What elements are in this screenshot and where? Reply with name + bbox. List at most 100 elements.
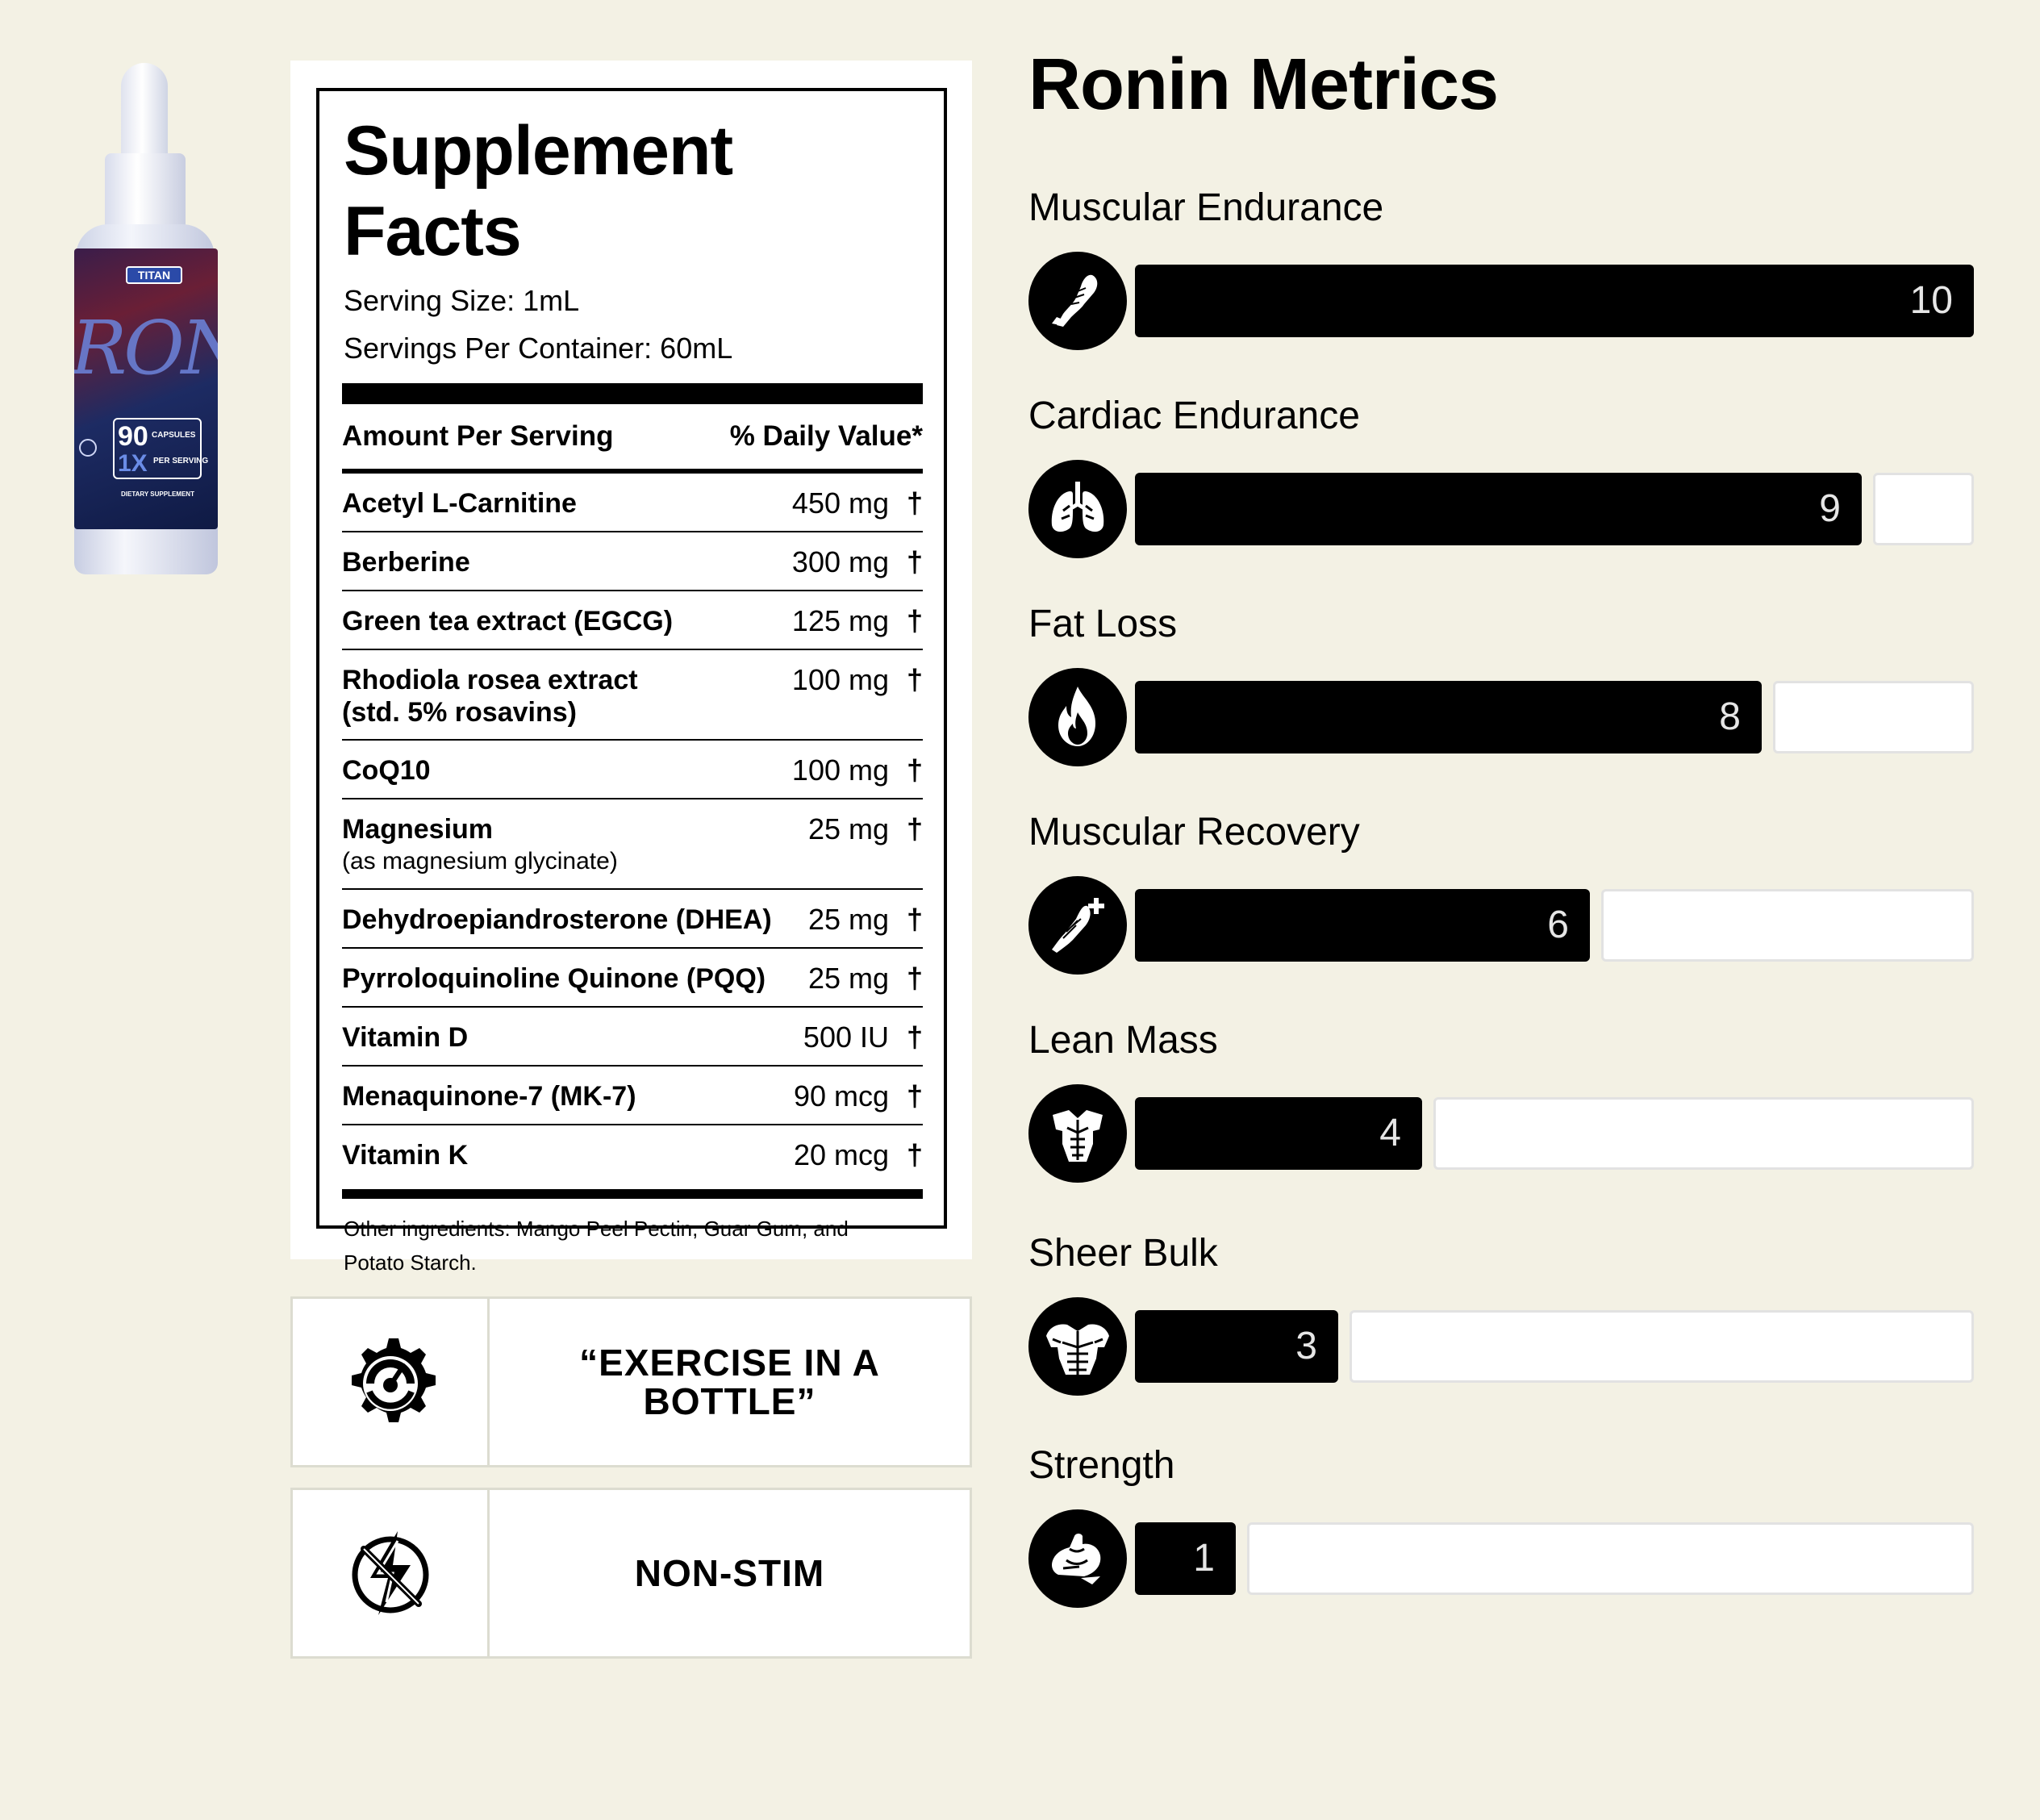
brand-logo: TITAN [126,266,182,284]
metric-cardiac-endurance: Cardiac Endurance 9 [1028,394,1974,558]
supplement-facts-panel: Supplement Facts Serving Size: 1mL Servi… [290,61,972,1275]
metric-label: Lean Mass [1028,1019,1218,1062]
dropper-tip [121,63,168,160]
dagger-mark: † [906,1079,923,1112]
nutrient-row: Vitamin K 20 mcg † [342,1125,923,1184]
nutrient-amount: 300 mg [791,545,889,578]
supplement-type: DIETARY SUPPLEMENT [121,490,194,498]
metric-bar-remaining [1350,1310,1974,1383]
metric-strength: Strength 1 [1028,1443,1974,1608]
metric-bar-track: 9 [1135,473,1974,545]
muscle-plus-icon [1028,876,1127,975]
nutrient-row: Rhodiola rosea extract (std. 5% rosavins… [342,650,923,741]
capsule-count: 90 [118,421,148,452]
nutrient-name: Magnesium [342,814,494,845]
dagger-mark: † [906,663,923,696]
nutrient-name: CoQ10 [342,755,431,786]
amount-per-serving-label: Amount Per Serving [342,420,614,452]
nutrient-amount: 125 mg [791,604,889,637]
metric-label: Cardiac Endurance [1028,394,1360,437]
metric-sheer-bulk: Sheer Bulk 3 [1028,1231,1974,1396]
metric-row: 3 [1028,1297,1974,1396]
nutrient-subtitle: (as magnesium glycinate) [342,848,618,875]
nutrient-name: Vitamin K [342,1140,469,1171]
amount-header: Amount Per Serving % Daily Value* [342,404,923,469]
torso-icon [1028,1084,1127,1183]
metric-bar-track: 3 [1135,1310,1974,1383]
metric-bar-fill: 6 [1135,889,1590,962]
feature-label: NON-STIM [634,1552,825,1594]
metric-fat-loss: Fat Loss 8 [1028,602,1974,766]
nutrient-row: Green tea extract (EGCG) 125 mg † [342,591,923,650]
metric-bar-remaining [1773,681,1974,753]
nutrient-name: Acetyl L-Carnitine [342,488,577,519]
gear-gauge-icon [351,1338,436,1422]
metric-row: 4 [1028,1084,1974,1183]
divider-bottom [342,1189,923,1199]
metric-bar-remaining [1433,1097,1974,1170]
nutrient-row: Vitamin D 500 IU † [342,1008,923,1067]
metric-label: Sheer Bulk [1028,1232,1218,1275]
metric-bar-fill: 3 [1135,1310,1338,1383]
serving-size: Serving Size: 1mL [344,284,580,317]
feature-label: “EXERCISE IN A BOTTLE” [579,1342,880,1422]
supplement-facts-box: Supplement Facts Serving Size: 1mL Servi… [316,88,947,1275]
metric-bar-remaining [1873,473,1974,545]
capsule-label: CAPSULES [152,431,196,440]
divider-medium [342,469,923,474]
dagger-mark: † [906,545,923,578]
metric-bar-track: 10 [1135,265,1974,337]
nutrient-amount: 90 mcg [793,1079,889,1112]
flame-icon [1028,668,1127,766]
nutrient-row: CoQ10 100 mg † [342,741,923,799]
dagger-mark: † [906,604,923,637]
other-ingredients: Other ingredients: Mango Peel Pectin, Gu… [344,1217,849,1275]
bulky-torso-icon [1028,1297,1127,1396]
dagger-mark: † [906,486,923,520]
per-serving-label: PER SERVING [153,457,209,465]
metrics-title: Ronin Metrics [1028,44,1499,125]
dagger-mark: † [906,753,923,787]
nutrient-row: Pyrroloquinoline Quinone (PQQ) 25 mg † [342,949,923,1008]
nutrient-amount: 25 mg [807,903,889,936]
feature-card-exercise: “EXERCISE IN A BOTTLE” [290,1296,972,1467]
nutrient-name: Menaquinone-7 (MK-7) [342,1081,636,1112]
metric-bar-fill: 8 [1135,681,1762,753]
nutrient-amount: 25 mg [807,962,889,995]
nutrient-subtitle: (std. 5% rosavins) [342,697,577,728]
metric-label: Fat Loss [1028,603,1178,645]
lungs-icon [1028,460,1127,558]
metric-muscular-endurance: Muscular Endurance 10 [1028,186,1974,350]
nutrient-name: Berberine [342,547,470,578]
metric-bar-fill: 9 [1135,473,1862,545]
nutrient-amount: 100 mg [791,663,889,696]
running-leg-icon [1028,252,1127,350]
nutrient-amount: 500 IU [803,1021,889,1054]
product-bottle-image: TITAN RONIN 90 CAPSULES 1X PER SERVING D… [71,63,221,574]
feature-card-non-stim: NON-STIM [290,1488,972,1659]
metric-label: Muscular Endurance [1028,186,1384,229]
nutrient-amount: 100 mg [791,753,889,787]
dropper-collar [105,153,186,234]
metric-bar-track: 8 [1135,681,1974,753]
nutrient-row: Menaquinone-7 (MK-7) 90 mcg † [342,1067,923,1125]
metric-lean-mass: Lean Mass 4 [1028,1018,1974,1183]
nutrient-amount: 20 mcg [793,1138,889,1171]
metric-bar-track: 4 [1135,1097,1974,1170]
dagger-mark: † [906,903,923,936]
nutrient-name: Pyrroloquinoline Quinone (PQQ) [342,963,766,994]
nutrient-name: Vitamin D [342,1022,469,1053]
divider-thick [342,383,923,404]
nutrient-row: Magnesium (as magnesium glycinate) 25 mg… [342,799,923,890]
metric-bar-fill: 10 [1135,265,1974,337]
metric-bar-remaining [1601,889,1974,962]
nutrient-name: Rhodiola rosea extract [342,665,638,695]
metric-bar-fill: 4 [1135,1097,1422,1170]
nutrient-row: Berberine 300 mg † [342,532,923,591]
nutrient-amount: 25 mg [807,812,889,845]
metric-bar-remaining [1247,1522,1974,1595]
nutrient-name: Green tea extract (EGCG) [342,606,674,637]
flexed-arm-icon [1028,1509,1127,1608]
metric-row: 9 [1028,460,1974,558]
metric-row: 6 [1028,876,1974,975]
